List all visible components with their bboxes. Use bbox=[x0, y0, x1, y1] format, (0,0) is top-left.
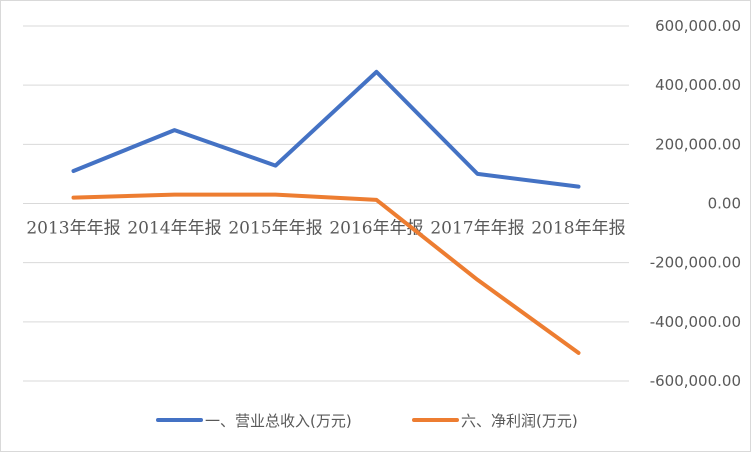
series-line-1 bbox=[71, 69, 581, 189]
y-tick-labels: 600,000.00 400,000.00 200,000.00 0.00 -200,0… bbox=[650, 17, 741, 390]
x-category-labels: 2013年年报 2014年年报 2015年年报 2016年年报 2017年年报 2018年… bbox=[26, 219, 625, 239]
y-tick-label: -600,000.00 bbox=[650, 372, 741, 390]
legend-label-2: 六、净利润(万元) bbox=[461, 412, 578, 430]
y-tick-label: 0.00 bbox=[708, 195, 741, 213]
y-tick-label: 600,000.00 bbox=[655, 17, 741, 35]
legend: 一、营业总收入(万元) 六、净利润(万元) bbox=[156, 412, 578, 430]
x-category-label: 2014年年报 bbox=[127, 219, 221, 239]
gridlines bbox=[23, 25, 629, 382]
x-category-label: 2017年年报 bbox=[430, 219, 524, 239]
y-tick-label: -400,000.00 bbox=[650, 313, 741, 331]
y-tick-label: -200,000.00 bbox=[650, 254, 741, 272]
y-tick-label: 400,000.00 bbox=[655, 76, 741, 94]
y-tick-label: 200,000.00 bbox=[655, 135, 741, 153]
x-category-label: 2015年年报 bbox=[228, 219, 322, 239]
x-category-label: 2016年年报 bbox=[329, 219, 423, 239]
x-category-label: 2013年年报 bbox=[26, 219, 120, 239]
x-category-label: 2018年年报 bbox=[531, 219, 625, 239]
legend-label-1: 一、营业总收入(万元) bbox=[205, 412, 352, 430]
series-line-2 bbox=[71, 192, 581, 355]
